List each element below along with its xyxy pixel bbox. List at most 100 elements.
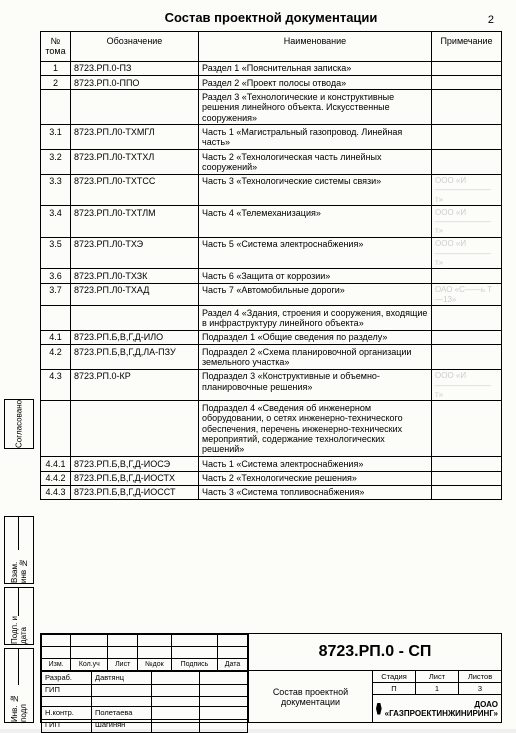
table-cell: 3.4 [41, 206, 71, 238]
role-cell: ГИП [42, 719, 92, 732]
table-cell: 3.6 [41, 269, 71, 283]
table-cell: 8723.РП.0-КР [71, 369, 199, 401]
document-page: 2 Состав проектной документации № тома О… [0, 0, 516, 729]
stamp-title: Состав проектной документации [249, 671, 373, 722]
signature-row: Разраб.Давтянц [42, 672, 248, 685]
rev-head-cell: Лист [108, 659, 138, 671]
table-row: 4.4.18723.РП.Б,В,Г,Д-ИОСЭЧасть 1 «Систем… [41, 457, 502, 471]
table-cell: Раздел 4 «Здания, строения и сооружения,… [199, 306, 432, 331]
table-cell: Раздел 1 «Пояснительная записка» [199, 61, 432, 75]
col-num: № тома [41, 32, 71, 62]
table-row: 4.28723.РП.Б,В,Г,Д,ЛА-ПЗУПодраздел 2 «Сх… [41, 345, 502, 370]
table-cell: 8723.РП.Л0-ТХТСС [71, 174, 199, 206]
table-cell [432, 150, 502, 175]
table-cell: Часть 2 «Технологическая часть линейных … [199, 150, 432, 175]
table-cell: 8723.РП.0-ПЗ [71, 61, 199, 75]
table-row: 4.38723.РП.0-КРПодраздел 3 «Конструктивн… [41, 369, 502, 401]
col-code: Обозначение [71, 32, 199, 62]
table-cell: ОАО «С——ь Т—13» [432, 283, 502, 305]
name-cell [92, 697, 152, 707]
table-row: 3.28723.РП.Л0-ТХТХЛЧасть 2 «Технологичес… [41, 150, 502, 175]
table-cell: 4.4.1 [41, 457, 71, 471]
table-cell: Подраздел 2 «Схема планировочной организ… [199, 345, 432, 370]
table-cell: Раздел 3 «Технологические и конструктивн… [199, 90, 432, 125]
label-stage: Стадия [373, 671, 415, 683]
table-cell: Раздел 2 «Проект полосы отвода» [199, 76, 432, 90]
stamp-right: СтадияП Лист1 Листов3 ДОАО «ГАЗПРОЕКТИНЖ… [373, 671, 501, 722]
table-cell: Подраздел 3 «Конструктивные и объемно-пл… [199, 369, 432, 401]
table-cell: Подраздел 4 «Сведения об инженерном обор… [199, 401, 432, 457]
table-cell [432, 61, 502, 75]
table-cell [432, 401, 502, 457]
name-cell [92, 684, 152, 697]
table-row: 4.4.28723.РП.Б,В,Г,Д-ИОСТХЧасть 2 «Техно… [41, 471, 502, 485]
table-row: 3.58723.РП.Л0-ТХЭЧасть 5 «Система электр… [41, 237, 502, 269]
table-cell: 4.1 [41, 330, 71, 344]
date-cell [200, 707, 248, 720]
sig-cell [152, 697, 200, 707]
rev-head-cell: Изм. [42, 659, 71, 671]
table-cell: 8723.РП.0-ППО [71, 76, 199, 90]
table-cell: ООО «И———————т» [432, 174, 502, 206]
date-cell [200, 672, 248, 685]
table-cell: 8723.РП.Б,В,Г,Д-ИОСТХ [71, 471, 199, 485]
table-cell: Часть 3 «Технологические системы связи» [199, 174, 432, 206]
table-cell: 3.5 [41, 237, 71, 269]
table-cell: Часть 5 «Система электроснабжения» [199, 237, 432, 269]
date-cell [200, 719, 248, 732]
table-cell: 8723.РП.Л0-ТХТЛМ [71, 206, 199, 238]
date-cell [200, 697, 248, 707]
table-cell: 4.4.3 [41, 485, 71, 499]
table-cell: 3.1 [41, 125, 71, 150]
side-vzam: Взам. инв № [10, 550, 28, 583]
table-cell: Часть 3 «Система топливоснабжения» [199, 485, 432, 499]
table-row: Подраздел 4 «Сведения об инженерном обор… [41, 401, 502, 457]
table-cell: Подраздел 1 «Общие сведения по разделу» [199, 330, 432, 344]
doc-code: 8723.РП.0 - СП [249, 634, 501, 670]
name-cell: Полетаева [92, 707, 152, 720]
table-cell: Часть 6 «Защита от коррозии» [199, 269, 432, 283]
title-block: Изм.Кол.учЛист№докПодписьДата 8723.РП.0 … [40, 633, 502, 723]
table-cell [432, 90, 502, 125]
page-number: 2 [488, 14, 494, 26]
role-cell: Разраб. [42, 672, 92, 685]
table-row: 4.18723.РП.Б,В,Г,Д-ИЛОПодраздел 1 «Общие… [41, 330, 502, 344]
page-title: Состав проектной документации [40, 10, 502, 25]
table-cell: 8723.РП.Л0-ТХАД [71, 283, 199, 305]
table-cell [432, 125, 502, 150]
table-cell: ООО «И———————т» [432, 237, 502, 269]
table-row: 3.48723.РП.Л0-ТХТЛМЧасть 4 «Телемеханиза… [41, 206, 502, 238]
signature-row: Н.контр.Полетаева [42, 707, 248, 720]
side-sog: Согласовано [15, 400, 24, 448]
sig-cell [152, 719, 200, 732]
sig-cell [152, 684, 200, 697]
val-sheet: 1 [416, 683, 458, 694]
table-cell [41, 401, 71, 457]
role-cell: Н.контр. [42, 707, 92, 720]
table-cell: 8723.РП.Л0-ТХЗК [71, 269, 199, 283]
label-sheets: Листов [459, 671, 501, 683]
sig-cell [152, 707, 200, 720]
table-row: Раздел 4 «Здания, строения и сооружения,… [41, 306, 502, 331]
table-cell: 8723.РП.Л0-ТХЭ [71, 237, 199, 269]
table-row: 3.68723.РП.Л0-ТХЗКЧасть 6 «Защита от кор… [41, 269, 502, 283]
val-sheets: 3 [459, 683, 501, 694]
table-row: 18723.РП.0-ПЗРаздел 1 «Пояснительная зап… [41, 61, 502, 75]
table-cell: 8723.РП.Б,В,Г,Д-ИОСЭ [71, 457, 199, 471]
table-cell [71, 90, 199, 125]
table-cell: Часть 4 «Телемеханизация» [199, 206, 432, 238]
name-cell: Шагинян [92, 719, 152, 732]
table-cell: 8723.РП.Л0-ТХМГЛ [71, 125, 199, 150]
table-cell: 1 [41, 61, 71, 75]
table-cell [432, 76, 502, 90]
signature-row [42, 697, 248, 707]
rev-head-cell: №док [137, 659, 171, 671]
table-cell: 4.4.2 [41, 471, 71, 485]
role-cell [42, 697, 92, 707]
revision-grid: Изм.Кол.учЛист№докПодписьДата [41, 634, 249, 670]
table-cell: 8723.РП.Б,В,Г,Д-ИОССТ [71, 485, 199, 499]
table-cell [41, 90, 71, 125]
table-cell [432, 471, 502, 485]
side-labels: Инв. № подл Подп. и дата Взам. инв № Сог… [0, 0, 38, 729]
table-cell: ООО «И———————т» [432, 206, 502, 238]
